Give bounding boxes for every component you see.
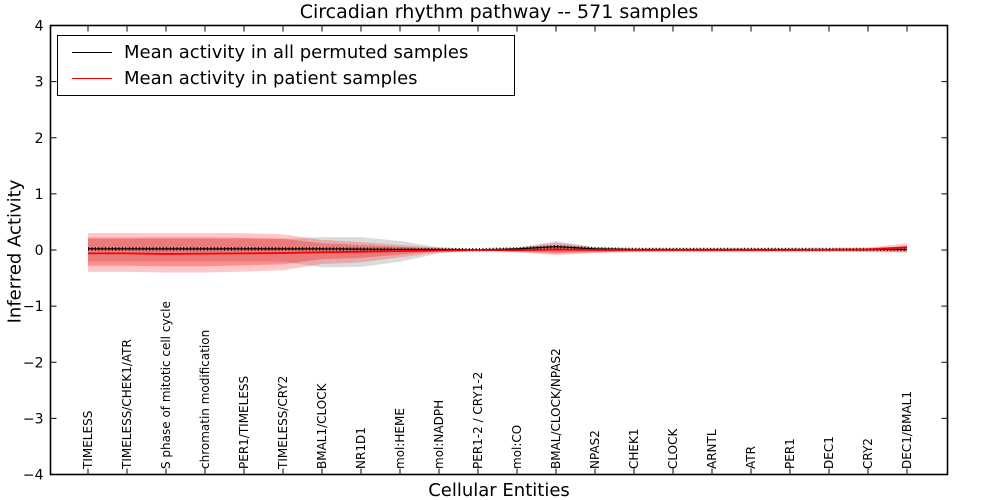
y-tick-label: 2 xyxy=(35,131,44,147)
chart-title: Circadian rhythm pathway -- 571 samples xyxy=(299,1,699,23)
x-tick-label: TIMELESS/CRY2 xyxy=(276,376,290,470)
x-tick-label: ARNTL xyxy=(705,429,719,469)
x-tick-label: PER1/TIMELESS xyxy=(237,376,251,469)
legend: Mean activity in all permuted samples Mea… xyxy=(57,35,515,96)
x-tick-label: NR1D1 xyxy=(354,427,368,469)
x-tick-label: mol:CO xyxy=(510,425,524,469)
x-tick-label: PER1 xyxy=(783,438,797,469)
x-tick-label: S phase of mitotic cell cycle xyxy=(159,301,173,469)
legend-label: Mean activity in all permuted samples xyxy=(124,41,469,63)
x-tick-label: PER1-2 / CRY1-2 xyxy=(471,372,485,469)
patient-samples-inner-band xyxy=(88,237,907,267)
x-tick-label: TIMELESS/CHEK1/ATR xyxy=(120,339,134,470)
x-tick-label: mol:HEME xyxy=(393,408,407,469)
y-tick-label: 1 xyxy=(35,187,44,203)
x-tick-label: chromatin modification xyxy=(198,330,212,469)
y-tick-label: −1 xyxy=(23,299,44,315)
x-tick-label: CHEK1 xyxy=(627,429,641,470)
x-axis-title: Cellular Entities xyxy=(428,480,570,500)
series-line-patient xyxy=(88,246,908,255)
axes-border xyxy=(49,24,949,476)
patient-samples-outer-band xyxy=(88,233,907,273)
y-tick-label: −3 xyxy=(23,411,44,427)
x-tick-label: ATR xyxy=(744,446,758,469)
y-tick-label: −2 xyxy=(23,355,44,371)
y-tick-label: −4 xyxy=(23,468,44,484)
x-tick-label: DEC1/BMAL1 xyxy=(900,391,914,469)
y-tick-label: 3 xyxy=(35,75,44,91)
legend-label: Mean activity in patient samples xyxy=(124,68,418,90)
x-tick-label: DEC1 xyxy=(822,436,836,469)
y-tick-label: 4 xyxy=(35,19,44,35)
y-tick-label: 0 xyxy=(35,243,44,259)
x-tick-label: NPAS2 xyxy=(588,430,602,469)
legend-line-swatch xyxy=(72,51,112,53)
y-axis-title: Inferred Activity xyxy=(4,179,26,324)
x-tick-label: TIMELESS xyxy=(81,411,95,470)
series-line-permuted-markers xyxy=(88,244,907,252)
x-tick-label: CRY2 xyxy=(861,438,875,469)
x-tick-label: CLOCK xyxy=(666,428,680,469)
permuted-samples-std-band xyxy=(88,237,907,268)
x-tick-label: BMAL1/CLOCK xyxy=(315,382,329,469)
x-tick-label: mol:NADPH xyxy=(432,400,446,469)
legend-item: Mean activity in patient samples xyxy=(58,68,514,89)
legend-line-swatch xyxy=(72,78,112,80)
x-tick-label: BMAL/CLOCK/NPAS2 xyxy=(549,348,563,469)
legend-item: Mean activity in all permuted samples xyxy=(58,42,514,63)
